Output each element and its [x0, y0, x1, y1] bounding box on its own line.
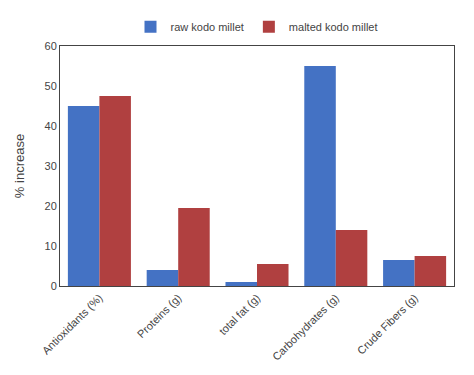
svg-text:10: 10: [45, 240, 57, 252]
svg-text:Proteins (g): Proteins (g): [135, 292, 184, 341]
svg-text:Crude Fibers (g): Crude Fibers (g): [355, 292, 420, 357]
svg-text:0: 0: [51, 280, 57, 292]
svg-text:50: 50: [45, 80, 57, 92]
svg-text:60: 60: [45, 40, 57, 52]
svg-text:raw kodo millet: raw kodo millet: [171, 21, 244, 33]
svg-text:total fat (g): total fat (g): [217, 292, 263, 338]
svg-text:malted kodo millet: malted kodo millet: [289, 21, 378, 33]
svg-text:20: 20: [45, 200, 57, 212]
svg-text:Carbohydrates (g): Carbohydrates (g): [270, 292, 341, 363]
svg-text:Antioxidants (%): Antioxidants (%): [40, 292, 105, 357]
svg-text:% increase: % increase: [12, 134, 27, 198]
svg-text:30: 30: [45, 160, 57, 172]
svg-text:40: 40: [45, 120, 57, 132]
